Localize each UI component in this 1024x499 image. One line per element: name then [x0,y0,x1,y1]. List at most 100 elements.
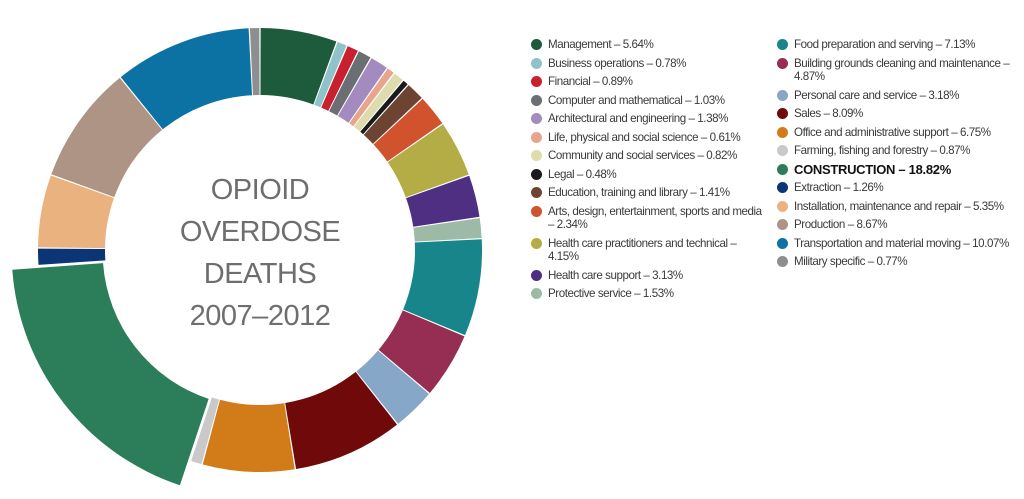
legend-label: Installation, maintenance and repair – 5… [794,199,1004,213]
legend-swatch [531,205,542,217]
slice-architectural-and-engineering [337,58,387,123]
legend-item-education-training-and-library: Education, training and library – 1.41% [531,186,766,200]
legend-swatch [777,200,788,212]
legend-item-management: Management – 5.64% [531,38,766,52]
slice-building-grounds-cleaning-and-maintenance [378,310,465,393]
legend-label: Life, physical and social science – 0.61… [548,130,741,144]
legend-item-farming-fishing-and-forestry: Farming, fishing and forestry – 0.87% [777,144,1022,158]
legend-swatch [777,89,788,101]
slice-business-operations [314,42,347,108]
slice-protective-service [413,218,482,242]
slice-extraction [38,248,106,265]
legend-label: Sales – 8.09% [794,107,863,120]
legend-swatch [777,237,788,249]
slice-financial [321,46,358,111]
legend-swatch [531,76,542,87]
legend-label: Food preparation and serving – 7.13% [794,38,976,51]
slice-computer-and-mathematical [329,51,371,116]
slice-installation-maintenance-and-repair [38,175,114,249]
legend-label: Business operations – 0.78% [548,56,687,70]
legend-column-left: Management – 5.64% Business operations – … [531,38,766,306]
slice-life-physical-and-social-science [349,68,394,127]
legend-swatch [777,145,788,156]
legend-item-military-specific: Military specific – 0.77% [777,255,1022,269]
legend-item-arts-design-entertainment-sports-and-media: Arts, design, entertainment, sports and … [531,205,766,232]
legend-swatch [531,288,542,299]
legend-label: Architectural and engineering – 1.38% [548,112,728,125]
slice-personal-care-and-service [356,350,429,424]
legend-label: Financial – 0.89% [548,75,633,88]
legend-swatch [531,39,542,50]
legend-column-right: Food preparation and serving – 7.13% Buil… [777,38,1022,274]
legend-item-business-operations: Business operations – 0.78% [531,57,766,71]
slice-health-care-practitioners-and-technical [387,124,469,198]
legend-swatch [531,57,542,69]
legend-label: Extraction – 1.26% [794,181,884,194]
legend-label: Personal care and service – 3.18% [794,88,959,102]
legend-item-architectural-and-engineering: Architectural and engineering – 1.38% [531,112,766,126]
center-title-line-1: OPIOID [211,174,310,206]
legend-item-construction: CONSTRUCTION – 18.82% [777,161,1022,177]
legend-item-building-grounds-cleaning-and-maintenance: Building grounds cleaning and maintenanc… [777,57,1022,84]
legend-swatch [777,108,788,119]
legend-swatch [777,219,788,230]
slice-transportation-and-material-moving [120,28,253,130]
legend-item-life-physical-and-social-science: Life, physical and social science – 0.61… [531,131,766,145]
legend-swatch [531,94,542,106]
center-title-line-2: OVERDOSE [180,216,341,248]
legend-item-health-care-support: Health care support – 3.13% [531,269,766,283]
legend-item-production: Production – 8.67% [777,218,1022,232]
legend-label: Legal – 0.48% [548,167,617,181]
slice-management [260,28,337,105]
slice-health-care-support [406,175,480,227]
legend-item-protective-service: Protective service – 1.53% [531,287,766,301]
legend-swatch [777,39,788,50]
legend-swatch [531,269,542,281]
legend-item-sales: Sales – 8.09% [777,107,1022,121]
center-title-line-4: 2007–2012 [190,300,331,332]
legend-swatch [531,131,542,143]
legend-label: Computer and mathematical – 1.03% [548,93,725,107]
legend-item-financial: Financial – 0.89% [531,75,766,89]
donut-slices [12,28,482,486]
legend-swatch [777,57,788,69]
legend-label: Office and administrative support – 6.75… [794,125,991,139]
legend-label: Protective service – 1.53% [548,287,674,300]
legend-item-transportation-and-material-moving: Transportation and material moving – 10.… [777,237,1022,251]
slice-legal [360,80,408,135]
slice-production [51,77,163,198]
legend-swatch [531,168,542,180]
slice-food-preparation-and-serving [403,239,482,336]
legend-swatch [777,163,788,175]
legend-label: Production – 8.67% [794,218,888,231]
legend-swatch [531,113,542,124]
legend-label: Farming, fishing and forestry – 0.87% [794,144,971,157]
legend-item-food-preparation-and-serving: Food preparation and serving – 7.13% [777,38,1022,52]
legend-swatch [777,256,788,267]
legend-label: Transportation and material moving – 10.… [794,236,1009,250]
slice-sales [285,371,398,470]
legend-swatch [531,150,542,161]
donut-chart: OPIOID OVERDOSE DEATHS 2007–2012 [12,28,482,486]
slice-education-training-and-library [363,85,422,144]
legend-swatch [777,126,788,138]
slice-military-specific [249,28,260,96]
legend-item-legal: Legal – 0.48% [531,168,766,182]
legend-label: Building grounds cleaning and maintenanc… [794,56,1010,84]
legend-label: Health care practitioners and technical … [548,236,737,264]
legend-item-extraction: Extraction – 1.26% [777,181,1022,195]
legend-item-installation-maintenance-and-repair: Installation, maintenance and repair – 5… [777,200,1022,214]
legend-item-personal-care-and-service: Personal care and service – 3.18% [777,89,1022,103]
legend-label: Management – 5.64% [548,38,654,51]
slice-community-and-social-services [354,73,403,132]
legend-item-community-and-social-services: Community and social services – 0.82% [531,149,766,163]
legend-label: Military specific – 0.77% [794,255,908,268]
center-title-line-3: DEATHS [204,258,317,290]
legend-label: Education, training and library – 1.41% [548,186,730,199]
legend-label: Community and social services – 0.82% [548,149,737,162]
legend-label: CONSTRUCTION – 18.82% [794,161,951,177]
legend-swatch [777,182,788,193]
legend-item-health-care-practitioners-and-technical: Health care practitioners and technical … [531,237,766,264]
legend-item-computer-and-mathematical: Computer and mathematical – 1.03% [531,94,766,108]
legend-label: Arts, design, entertainment, sports and … [548,204,762,232]
